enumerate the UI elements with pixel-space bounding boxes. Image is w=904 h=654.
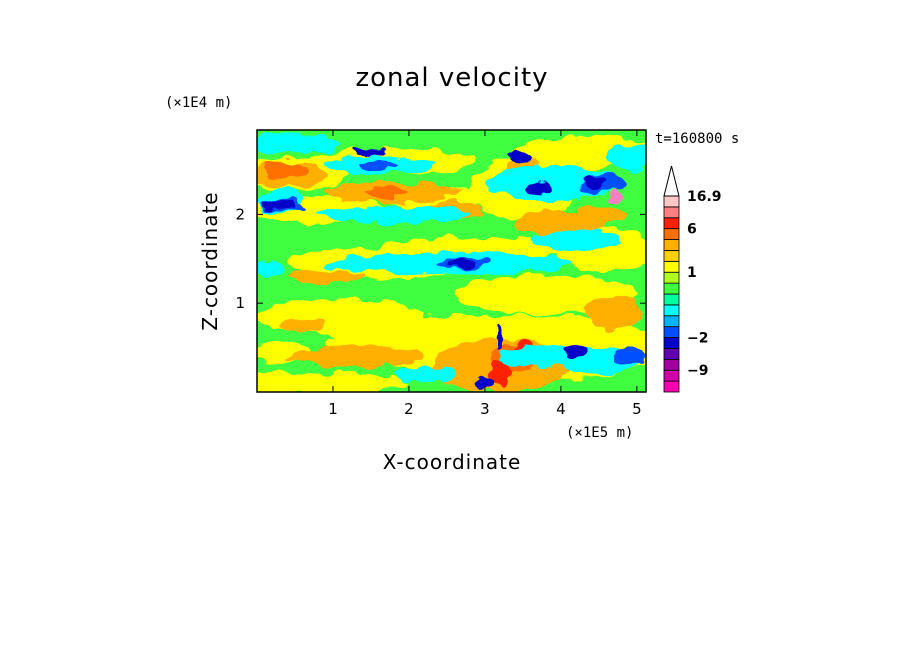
contour-region [262, 161, 305, 179]
contour-region [497, 325, 504, 353]
contour-region [279, 318, 326, 333]
y-tick-label: 2 [235, 205, 245, 223]
y-axis: 12 [235, 205, 646, 312]
contour-region [606, 143, 646, 170]
colorbar-swatch [663, 369, 680, 382]
contour-region [491, 359, 510, 386]
contour-region [611, 191, 624, 202]
colorbar-label: 1 [687, 265, 697, 281]
colorbar-swatch [663, 315, 680, 328]
contour-region [257, 298, 425, 335]
contour-region [257, 372, 409, 392]
contour-region [585, 177, 605, 190]
contour-region [359, 161, 398, 170]
contour-region [393, 367, 455, 382]
colorbar-extend-arrow [663, 165, 680, 197]
colorbar-swatch [663, 380, 680, 393]
colorbar-label: 6 [687, 222, 697, 238]
contour-region [287, 269, 364, 284]
x-scale-label: (×1E5 m) [566, 425, 633, 441]
contour-region [526, 180, 550, 195]
velocity-field [257, 130, 646, 392]
x-axis: 1 2 3 4 5 [328, 130, 642, 418]
colorbar-swatch [663, 228, 680, 240]
contour-region [530, 230, 622, 252]
colorbar-swatch [663, 239, 680, 251]
colorbar-swatch [663, 348, 680, 360]
contour-region [500, 345, 577, 368]
colorbar-swatch [663, 195, 680, 208]
colorbar-swatch [663, 206, 680, 219]
time-label: t=160800 s [655, 131, 739, 147]
contour-region [572, 205, 626, 224]
contour-region [367, 186, 406, 198]
colorbar-swatch [663, 358, 680, 371]
colorbar-label: 16.9 [687, 189, 722, 205]
contour-region [355, 147, 387, 157]
colorbar-label: −2 [687, 331, 708, 347]
x-tick-label: 1 [328, 400, 338, 418]
colorbar-label: −9 [687, 363, 708, 379]
y-scale-label: (×1E4 m) [165, 95, 232, 111]
y-axis-label: Z-coordinate [198, 191, 222, 330]
contour-region [257, 132, 341, 154]
contour-region [587, 294, 641, 330]
colorbar-swatch [663, 304, 680, 317]
plot-frame [256, 129, 647, 393]
colorbar-swatch [663, 293, 680, 306]
x-tick-label: 3 [480, 400, 490, 418]
x-axis-label: X-coordinate [383, 450, 522, 474]
colorbar-swatch [663, 282, 680, 295]
contour-region [317, 205, 470, 224]
colorbar-swatch [663, 217, 680, 230]
y-tick-label: 1 [235, 294, 245, 312]
colorbar-swatch [663, 337, 680, 349]
contour-region [473, 376, 497, 391]
colorbar-swatch [663, 326, 680, 338]
colorbar-swatch [663, 260, 680, 273]
contour-region [614, 349, 645, 364]
x-tick-label: 2 [404, 400, 414, 418]
contour-region [287, 345, 425, 368]
contour-region [446, 259, 478, 267]
x-tick-label: 4 [556, 400, 566, 418]
contour-region [263, 201, 297, 210]
colorbar: 16.9 6 1 −2 −9 [663, 165, 722, 393]
colorbar-swatch [663, 271, 680, 284]
contour-region [510, 151, 529, 162]
contour-region [257, 260, 284, 275]
colorbar-swatch [663, 250, 680, 262]
contour-region [564, 347, 588, 357]
chart-title: zonal velocity [355, 63, 548, 93]
x-tick-label: 5 [632, 400, 642, 418]
